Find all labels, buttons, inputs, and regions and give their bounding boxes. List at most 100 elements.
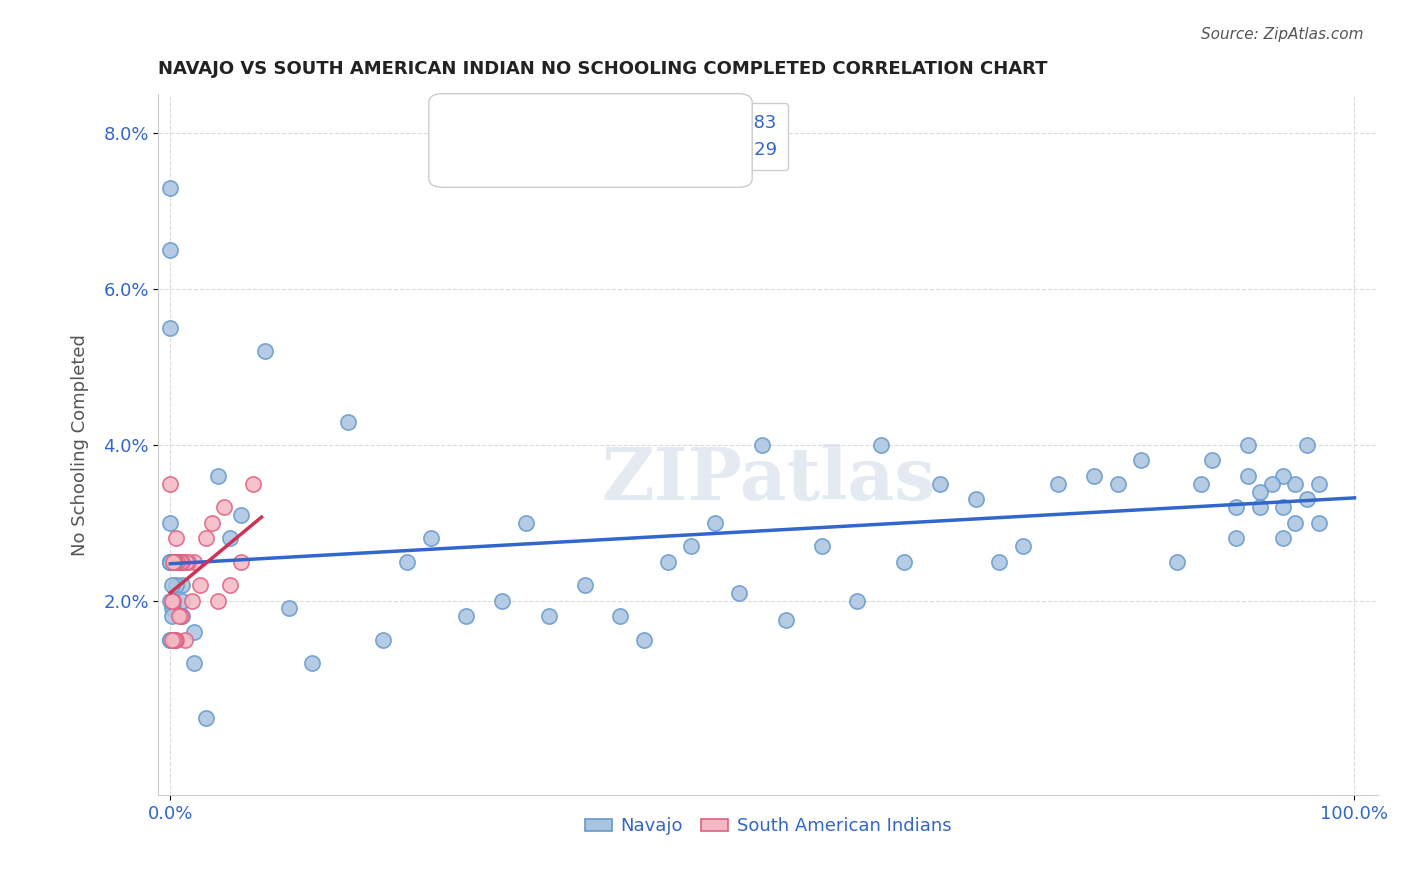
Text: ZIPatlas: ZIPatlas: [602, 444, 935, 516]
Legend: Navajo, South American Indians: Navajo, South American Indians: [578, 810, 959, 842]
Point: [988, 555, 1011, 569]
Point: [163, 632, 186, 647]
Point: [893, 555, 915, 569]
Point: [231, 555, 253, 569]
Point: [165, 632, 187, 647]
Point: [165, 578, 187, 592]
Point: [373, 632, 395, 647]
Point: [515, 516, 537, 530]
Point: [846, 593, 869, 607]
Point: [1083, 469, 1105, 483]
Point: [166, 555, 188, 569]
Point: [1166, 555, 1188, 569]
Point: [242, 476, 264, 491]
Point: [163, 555, 186, 569]
Point: [160, 609, 183, 624]
Point: [1237, 469, 1260, 483]
Point: [1296, 438, 1319, 452]
Point: [165, 555, 187, 569]
Point: [160, 593, 183, 607]
Point: [165, 532, 187, 546]
Point: [1107, 476, 1129, 491]
Point: [159, 476, 181, 491]
Point: [1296, 492, 1319, 507]
Point: [929, 476, 952, 491]
Point: [183, 656, 205, 670]
Point: [1272, 500, 1295, 515]
Point: [172, 593, 194, 607]
Point: [218, 578, 240, 592]
Point: [1225, 532, 1247, 546]
Point: [574, 578, 596, 592]
Point: [159, 555, 181, 569]
Point: [657, 555, 679, 569]
Point: [254, 344, 277, 359]
Point: [183, 624, 205, 639]
Point: [1260, 476, 1282, 491]
Point: [810, 539, 832, 553]
Point: [159, 632, 181, 647]
Point: [194, 710, 217, 724]
Point: [183, 555, 205, 569]
Point: [160, 578, 183, 592]
Point: [159, 555, 181, 569]
Point: [173, 632, 195, 647]
Point: [159, 632, 181, 647]
Point: [165, 555, 187, 569]
Point: [169, 555, 191, 569]
Point: [1130, 453, 1153, 467]
Text: NAVAJO VS SOUTH AMERICAN INDIAN NO SCHOOLING COMPLETED CORRELATION CHART: NAVAJO VS SOUTH AMERICAN INDIAN NO SCHOO…: [159, 60, 1047, 78]
Point: [231, 508, 253, 522]
Point: [1308, 476, 1330, 491]
Point: [172, 555, 194, 569]
Point: [456, 609, 478, 624]
Point: [207, 469, 229, 483]
Y-axis label: No Schooling Completed: No Schooling Completed: [72, 334, 89, 556]
Point: [538, 609, 561, 624]
Point: [159, 243, 181, 257]
Point: [159, 516, 181, 530]
Point: [419, 532, 441, 546]
Point: [160, 593, 183, 607]
Point: [167, 609, 190, 624]
Point: [159, 555, 181, 569]
Point: [1237, 438, 1260, 452]
Point: [1308, 516, 1330, 530]
Point: [194, 532, 217, 546]
Point: [162, 593, 184, 607]
Point: [172, 609, 194, 624]
Point: [751, 438, 773, 452]
Point: [1284, 476, 1306, 491]
Point: [160, 593, 183, 607]
Point: [609, 609, 631, 624]
Point: [212, 500, 235, 515]
Point: [1012, 539, 1035, 553]
Point: [775, 613, 797, 627]
Point: [1189, 476, 1212, 491]
Point: [159, 593, 181, 607]
Point: [159, 555, 181, 569]
Point: [681, 539, 703, 553]
Point: [869, 438, 891, 452]
Point: [172, 555, 194, 569]
Point: [1249, 484, 1271, 499]
Point: [336, 415, 359, 429]
Point: [301, 656, 323, 670]
Point: [159, 321, 181, 335]
Point: [1284, 516, 1306, 530]
Point: [1272, 532, 1295, 546]
Point: [162, 555, 184, 569]
Point: [277, 601, 299, 615]
Point: [633, 632, 655, 647]
Point: [170, 609, 193, 624]
Point: [159, 181, 181, 195]
Point: [207, 593, 229, 607]
Point: [218, 532, 240, 546]
Point: [965, 492, 987, 507]
Point: [201, 516, 224, 530]
Text: Source: ZipAtlas.com: Source: ZipAtlas.com: [1201, 27, 1364, 42]
Point: [165, 632, 187, 647]
Point: [1225, 500, 1247, 515]
Point: [491, 593, 513, 607]
Point: [727, 586, 749, 600]
